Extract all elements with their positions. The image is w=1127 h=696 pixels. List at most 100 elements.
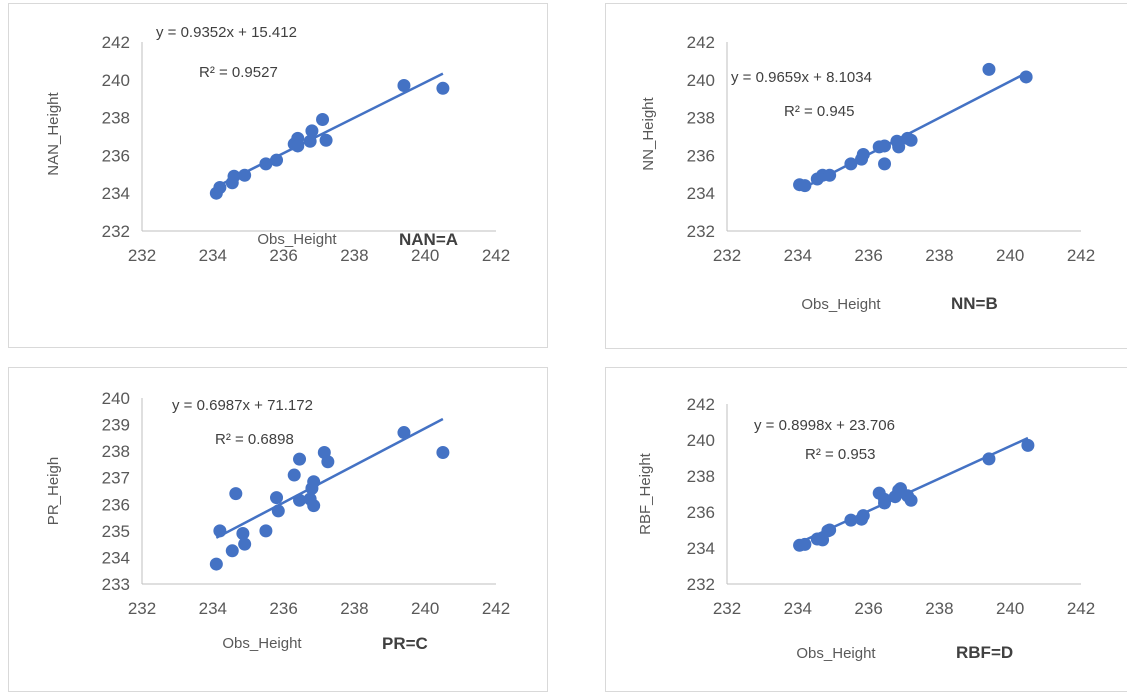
data-point xyxy=(844,513,858,527)
chart-panel-b: 232 234 236 238 240 242 232 234 236 238 240 242 y = … xyxy=(605,3,1127,349)
data-point xyxy=(892,140,906,154)
y-tick-label: 232 xyxy=(687,222,715,241)
data-point xyxy=(878,157,892,171)
data-point xyxy=(213,181,227,195)
data-point xyxy=(878,139,892,153)
y-tick-label: 232 xyxy=(102,222,130,241)
data-point xyxy=(238,168,252,182)
y-tick-label: 242 xyxy=(102,33,130,52)
data-point xyxy=(436,445,450,459)
x-tick-label: 236 xyxy=(854,599,882,618)
model-tag: NN=B xyxy=(951,294,998,313)
data-point xyxy=(904,133,918,147)
data-point xyxy=(1019,70,1033,84)
y-tick-label: 239 xyxy=(102,416,130,435)
data-point xyxy=(878,492,892,506)
y-tick-label: 236 xyxy=(687,503,715,522)
data-point xyxy=(798,537,812,551)
y-tick-label: 236 xyxy=(687,146,715,165)
x-tick-label: 240 xyxy=(996,599,1024,618)
y-tick-label: 234 xyxy=(102,548,130,567)
x-tick-label: 236 xyxy=(269,599,297,618)
x-tick-label: 232 xyxy=(128,599,156,618)
data-point xyxy=(303,134,317,148)
x-tick-label: 240 xyxy=(411,246,439,265)
y-tick-label: 235 xyxy=(102,522,130,541)
data-point xyxy=(316,112,330,126)
x-tick-label: 234 xyxy=(784,246,812,265)
data-point xyxy=(397,426,411,440)
data-point xyxy=(271,504,285,518)
trendline-equation: y = 0.9352x + 15.412 xyxy=(156,24,297,41)
chart-c: 232 234 236 238 240 242 233 234 235 236 237 238 239 2… xyxy=(45,389,510,653)
data-point xyxy=(227,169,241,183)
data-point xyxy=(229,487,243,501)
chart-a: 232 234 236 238 240 242 232 234 236 238 240 242 y = … xyxy=(45,24,510,265)
x-tick-label: 236 xyxy=(269,246,297,265)
x-tick-label: 242 xyxy=(1067,599,1095,618)
data-point xyxy=(307,499,321,513)
x-axis-title: Obs_Height xyxy=(796,645,876,662)
x-tick-label: 238 xyxy=(340,599,368,618)
trendline-equation: y = 0.8998x + 23.706 xyxy=(754,417,895,434)
data-point xyxy=(305,124,319,138)
data-point xyxy=(293,493,307,507)
x-tick-label: 232 xyxy=(128,246,156,265)
data-point xyxy=(236,527,250,541)
trendline xyxy=(215,72,444,188)
y-tick-label: 233 xyxy=(102,575,130,594)
x-tick-label: 240 xyxy=(411,599,439,618)
data-point xyxy=(287,468,301,482)
data-point xyxy=(436,81,450,95)
x-axis-title: Obs_Height xyxy=(801,296,881,313)
trendline-equation: y = 0.6987x + 71.172 xyxy=(172,397,313,414)
y-tick-label: 234 xyxy=(687,184,715,203)
chart-panel-a: 232 234 236 238 240 242 232 234 236 238 240 242 y = … xyxy=(8,3,548,348)
x-tick-label: 234 xyxy=(784,599,812,618)
x-tick-label: 240 xyxy=(996,246,1024,265)
y-tick-label: 238 xyxy=(687,467,715,486)
data-point xyxy=(307,475,321,489)
x-tick-label: 242 xyxy=(1067,246,1095,265)
x-tick-label: 232 xyxy=(713,599,741,618)
chart-d: 232 234 236 238 240 242 232 234 236 238 240 242 y = … xyxy=(637,395,1095,662)
y-tick-label: 240 xyxy=(687,431,715,450)
y-tick-label: 242 xyxy=(687,33,715,52)
data-point xyxy=(321,455,335,469)
y-tick-label: 238 xyxy=(102,442,130,461)
x-tick-label: 242 xyxy=(482,599,510,618)
data-point xyxy=(904,493,918,507)
y-tick-label: 242 xyxy=(687,395,715,414)
data-point xyxy=(213,524,227,538)
y-tick-label: 240 xyxy=(102,389,130,408)
y-tick-label: 236 xyxy=(102,495,130,514)
data-point xyxy=(856,509,870,523)
data-point xyxy=(1021,438,1035,452)
y-tick-label: 240 xyxy=(102,71,130,90)
data-point xyxy=(798,179,812,193)
r-squared-label: R² = 0.6898 xyxy=(215,431,294,448)
r-squared-label: R² = 0.9527 xyxy=(199,64,278,81)
data-point xyxy=(823,168,837,182)
data-point xyxy=(319,133,333,147)
data-point xyxy=(982,452,996,466)
y-tick-label: 232 xyxy=(687,575,715,594)
x-tick-label: 238 xyxy=(925,599,953,618)
y-tick-label: 238 xyxy=(102,109,130,128)
r-squared-label: R² = 0.945 xyxy=(784,103,854,120)
y-tick-label: 236 xyxy=(102,146,130,165)
y-axis-title: NAN_Height xyxy=(45,91,62,175)
x-tick-label: 234 xyxy=(199,599,227,618)
data-point xyxy=(291,139,305,153)
data-point xyxy=(982,62,996,76)
r-squared-label: R² = 0.953 xyxy=(805,446,875,463)
data-point xyxy=(844,157,858,171)
chart-panel-d: 232 234 236 238 240 242 232 234 236 238 240 242 y = … xyxy=(605,367,1127,692)
trendline xyxy=(800,71,1029,191)
data-point xyxy=(209,557,223,571)
x-tick-label: 232 xyxy=(713,246,741,265)
x-axis-title: Obs_Height xyxy=(222,635,302,652)
x-tick-label: 234 xyxy=(199,246,227,265)
trendline-equation: y = 0.9659x + 8.1034 xyxy=(731,69,872,86)
data-point xyxy=(259,157,273,171)
